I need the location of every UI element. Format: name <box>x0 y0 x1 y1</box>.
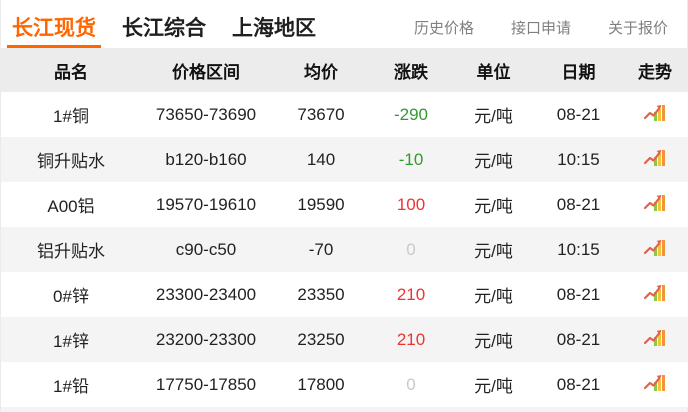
trend-cell[interactable] <box>621 272 688 317</box>
table-row: A00铝 19570-19610 19590 100 元/吨 08-21 <box>1 182 688 227</box>
trend-chart-icon[interactable] <box>643 194 666 211</box>
unit-cell: 元/吨 <box>474 332 513 351</box>
average-price-cell: -70 <box>308 239 334 259</box>
table-row: 1#锌 23200-23300 23250 210 元/吨 08-21 <box>1 317 688 362</box>
date-cell: 08-21 <box>556 194 601 214</box>
trend-cell[interactable] <box>621 362 688 407</box>
date-cell: 08-21 <box>556 374 601 394</box>
unit-cell: 元/吨 <box>474 197 513 216</box>
unit-cell: 元/吨 <box>474 242 513 261</box>
change-cell: 100 <box>396 194 426 214</box>
history-price-link[interactable]: 历史价格 <box>413 20 474 37</box>
product-name-cell: 铜升贴水 <box>37 152 105 171</box>
col-header-unit: 单位 <box>476 62 511 82</box>
trend-chart-icon[interactable] <box>643 374 666 391</box>
change-cell: 0 <box>406 239 416 259</box>
average-price-cell: 19590 <box>297 194 345 214</box>
unit-cell: 元/吨 <box>474 152 513 171</box>
col-header-date: 日期 <box>561 62 596 82</box>
unit-cell: 元/吨 <box>474 287 513 306</box>
api-application-link[interactable]: 接口申请 <box>510 20 571 37</box>
table-row: 铝升贴水 c90-c50 -70 0 元/吨 10:15 <box>1 227 688 272</box>
table-row: 1#铜 73650-73690 73670 -290 元/吨 08-21 <box>1 92 688 137</box>
price-range-cell: c90-c50 <box>175 239 237 259</box>
col-header-trend: 走势 <box>638 62 672 82</box>
product-name-cell: 1#铅 <box>53 377 89 396</box>
table-row: 0#锌 23300-23400 23350 210 元/吨 08-21 <box>1 272 688 317</box>
table-row: 铜升贴水 b120-b160 140 -10 元/吨 10:15 <box>1 137 688 182</box>
date-cell: 10:15 <box>557 239 600 259</box>
trend-cell[interactable] <box>621 182 688 227</box>
unit-cell: 元/吨 <box>474 107 513 126</box>
trend-cell[interactable] <box>621 137 688 182</box>
average-price-cell: 17800 <box>297 374 345 394</box>
col-header-product-name: 品名 <box>54 62 88 82</box>
table-row: 1#铅 17750-17850 17800 0 元/吨 08-21 <box>1 362 688 407</box>
col-header-price-range: 价格区间 <box>172 62 240 82</box>
trend-cell[interactable] <box>621 92 688 137</box>
price-range-cell: 23300-23400 <box>155 284 257 304</box>
average-price-cell: 140 <box>306 149 336 169</box>
tab-changjiang-composite[interactable]: 长江综合 <box>122 17 206 40</box>
price-range-cell: 23200-23300 <box>155 329 257 349</box>
product-name-cell: 铝升贴水 <box>37 242 105 261</box>
spot-price-table: 品名 价格区间 均价 涨跌 单位 日期 走势 1#铜 73650-73690 7… <box>1 48 688 407</box>
table-header-row: 品名 价格区间 均价 涨跌 单位 日期 走势 <box>1 48 688 92</box>
date-cell: 08-21 <box>556 329 601 349</box>
trend-chart-icon[interactable] <box>643 239 666 256</box>
date-cell: 08-21 <box>556 284 601 304</box>
tab-changjiang-spot[interactable]: 长江现货 <box>7 0 101 48</box>
next-row-peek <box>1 407 687 412</box>
product-name-cell: 1#锌 <box>53 332 89 351</box>
trend-cell[interactable] <box>621 317 688 362</box>
tab-shanghai-region[interactable]: 上海地区 <box>232 17 316 40</box>
price-table-body: 1#铜 73650-73690 73670 -290 元/吨 08-21 铜升贴… <box>1 92 688 407</box>
trend-cell[interactable] <box>621 227 688 272</box>
trend-chart-icon[interactable] <box>643 104 666 121</box>
product-name-cell: A00铝 <box>47 197 95 216</box>
about-quotes-link[interactable]: 关于报价 <box>607 20 668 37</box>
change-cell: -290 <box>393 104 429 124</box>
topbar: 长江现货 长江综合 上海地区 历史价格 接口申请 关于报价 <box>1 0 687 48</box>
average-price-cell: 23350 <box>297 284 345 304</box>
trend-chart-icon[interactable] <box>643 329 666 346</box>
date-cell: 10:15 <box>557 149 600 169</box>
col-header-average-price: 均价 <box>304 62 338 82</box>
change-cell: 210 <box>396 329 426 349</box>
price-range-cell: 73650-73690 <box>155 104 257 124</box>
change-cell: -10 <box>398 149 424 169</box>
average-price-cell: 23250 <box>297 329 345 349</box>
unit-cell: 元/吨 <box>474 377 513 396</box>
price-range-cell: 17750-17850 <box>155 374 257 394</box>
average-price-cell: 73670 <box>297 104 345 124</box>
change-cell: 0 <box>406 374 416 394</box>
trend-chart-icon[interactable] <box>643 284 666 301</box>
price-range-cell: b120-b160 <box>165 149 247 169</box>
trend-chart-icon[interactable] <box>643 149 666 166</box>
col-header-change: 涨跌 <box>394 62 428 82</box>
market-tabs: 长江现货 长江综合 上海地区 <box>7 0 337 48</box>
price-range-cell: 19570-19610 <box>155 194 257 214</box>
product-name-cell: 0#锌 <box>53 287 89 306</box>
product-name-cell: 1#铜 <box>53 107 89 126</box>
date-cell: 08-21 <box>556 104 601 124</box>
change-cell: 210 <box>396 284 426 304</box>
topbar-links: 历史价格 接口申请 关于报价 <box>414 0 668 48</box>
